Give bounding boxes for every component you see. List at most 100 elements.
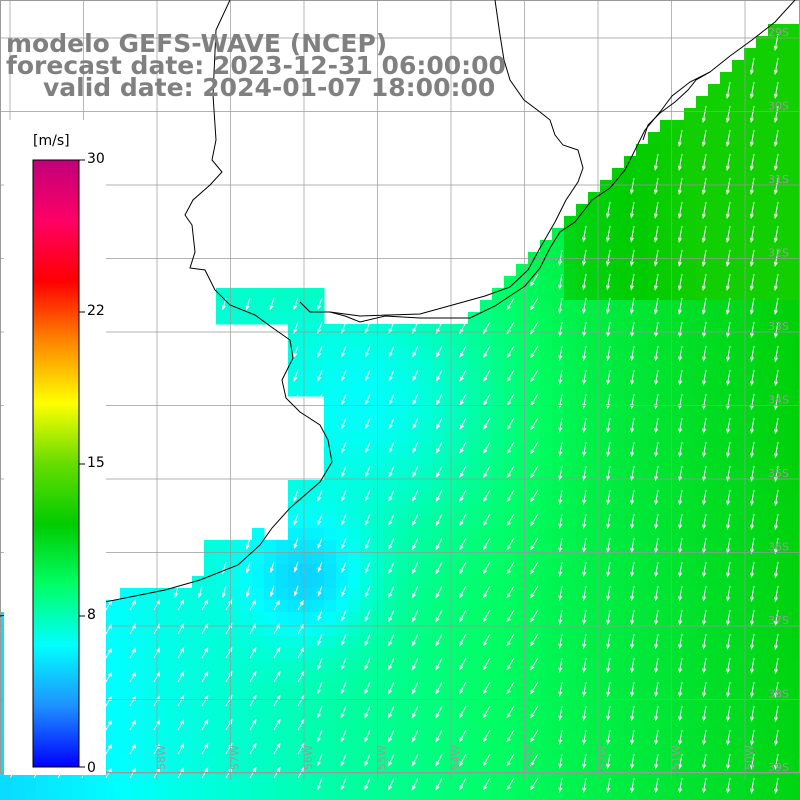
field-cell: [456, 696, 469, 709]
field-cell: [672, 504, 685, 517]
field-cell: [168, 588, 181, 601]
field-cell: [276, 612, 289, 625]
field-cell: [672, 192, 685, 205]
field-cell: [612, 516, 625, 529]
field-cell: [288, 576, 301, 589]
wind-arrow: [653, 273, 659, 291]
field-cell: [756, 264, 769, 277]
field-cell: [336, 576, 349, 589]
field-cell: [624, 696, 637, 709]
field-cell: [612, 684, 625, 697]
wind-arrow: [364, 753, 371, 767]
field-cell: [552, 372, 565, 385]
field-cell: [552, 660, 565, 673]
field-cell: [744, 696, 757, 709]
field-cell: [780, 96, 793, 109]
field-cell: [768, 576, 781, 589]
field-cell: [396, 360, 409, 373]
field-cell: [720, 480, 733, 493]
wind-arrow: [482, 657, 491, 671]
field-cell: [324, 636, 337, 649]
field-cell: [612, 408, 625, 421]
wind-arrow: [273, 646, 281, 659]
field-cell: [348, 732, 361, 745]
wind-arrow: [654, 753, 659, 770]
field-cell: [564, 468, 577, 481]
field-cell: [240, 576, 253, 589]
field-cell: [348, 420, 361, 433]
field-cell: [792, 228, 800, 241]
field-cell: [708, 96, 721, 109]
title-forecast-date: forecast date: 2023-12-31 06:00:00: [6, 51, 506, 80]
field-cell: [480, 504, 493, 517]
field-cell: [168, 684, 181, 697]
wind-arrow: [482, 777, 491, 791]
wind-arrow: [365, 465, 371, 478]
field-cell: [780, 504, 793, 517]
field-cell: [588, 360, 601, 373]
field-cell: [624, 684, 637, 697]
field-cell: [696, 216, 709, 229]
wind-arrow: [773, 177, 779, 196]
field-cell: [456, 708, 469, 721]
field-cell: [372, 612, 385, 625]
field-cell: [420, 504, 433, 517]
field-cell: [540, 636, 553, 649]
field-cell: [732, 660, 745, 673]
field-cell: [732, 468, 745, 481]
field-cell: [492, 648, 505, 661]
field-cell: [480, 588, 493, 601]
field-cell: [600, 720, 613, 733]
field-cell: [168, 792, 181, 800]
field-cell: [612, 528, 625, 541]
field-cell: [420, 348, 433, 361]
field-cell: [504, 432, 517, 445]
field-cell: [636, 660, 649, 673]
field-cell: [564, 540, 577, 553]
field-cell: [600, 456, 613, 469]
field-cell: [204, 780, 217, 793]
field-cell: [444, 780, 457, 793]
field-cell: [648, 444, 661, 457]
field-cell: [468, 660, 481, 673]
field-cell: [708, 384, 721, 397]
field-cell: [372, 408, 385, 421]
field-cell: [396, 708, 409, 721]
field-cell: [600, 324, 613, 337]
field-cell: [564, 324, 577, 337]
field-cell: [720, 756, 733, 769]
field-cell: [228, 576, 241, 589]
field-cell: [120, 624, 133, 637]
field-cell: [384, 480, 397, 493]
field-cell: [744, 480, 757, 493]
field-cell: [600, 540, 613, 553]
wind-arrow: [506, 441, 515, 455]
wind-arrow: [317, 777, 323, 791]
field-cell: [456, 624, 469, 637]
field-cell: [756, 168, 769, 181]
field-cell: [156, 792, 169, 800]
field-cell: [588, 204, 601, 217]
field-cell: [552, 456, 565, 469]
field-cell: [648, 636, 661, 649]
wind-arrow: [773, 369, 779, 387]
field-cell: [672, 600, 685, 613]
field-cell: [768, 648, 781, 661]
field-cell: [540, 516, 553, 529]
wind-arrow: [702, 705, 707, 722]
field-cell: [240, 624, 253, 637]
wind-arrow: [340, 753, 347, 767]
field-cell: [216, 624, 229, 637]
field-cell: [264, 636, 277, 649]
wind-arrow: [654, 729, 659, 746]
field-cell: [780, 540, 793, 553]
field-cell: [288, 636, 301, 649]
field-cell: [756, 660, 769, 673]
field-cell: [492, 480, 505, 493]
field-cell: [696, 372, 709, 385]
field-cell: [792, 456, 800, 469]
field-cell: [708, 708, 721, 721]
field-cell: [168, 780, 181, 793]
field-cell: [720, 720, 733, 733]
